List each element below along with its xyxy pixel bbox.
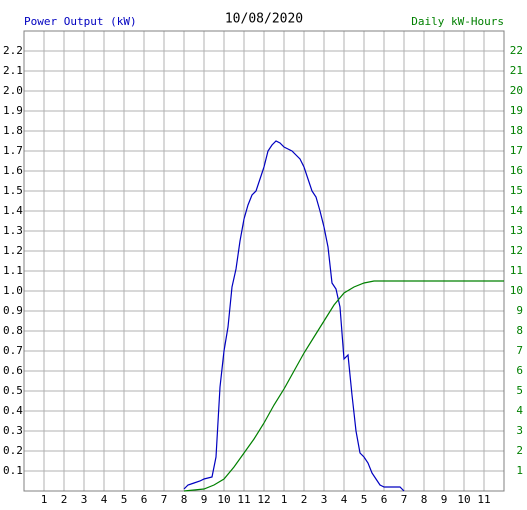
y2-tick-label: 9 [516, 304, 523, 317]
chart-title: 10/08/2020 [225, 12, 303, 27]
x-tick-label: 5 [121, 493, 128, 506]
y-tick-label: 0.1 [3, 464, 23, 477]
x-tick-label: 12 [257, 493, 270, 506]
y2-tick-label: 17 [510, 144, 523, 157]
y-tick-label: 0.6 [3, 364, 23, 377]
x-tick-label: 4 [341, 493, 348, 506]
x-tick-label: 9 [201, 493, 208, 506]
x-tick-label: 2 [61, 493, 68, 506]
y-tick-label: 1.9 [3, 104, 23, 117]
y2-tick-label: 10 [510, 284, 523, 297]
plot-border [23, 30, 505, 492]
x-tick-label: 1 [281, 493, 288, 506]
y2-tick-label: 3 [516, 424, 523, 437]
y-tick-label: 2.0 [3, 84, 23, 97]
y-tick-label: 1.5 [3, 184, 23, 197]
x-tick-label: 7 [401, 493, 408, 506]
x-tick-label: 11 [477, 493, 490, 506]
x-tick-label: 10 [457, 493, 470, 506]
y-tick-label: 1.3 [3, 224, 23, 237]
y2-tick-label: 16 [510, 164, 523, 177]
y2-tick-label: 20 [510, 84, 523, 97]
x-tick-label: 3 [81, 493, 88, 506]
x-tick-label: 4 [101, 493, 108, 506]
y-tick-label: 2.1 [3, 64, 23, 77]
y-tick-label: 2.2 [3, 44, 23, 57]
x-tick-label: 3 [321, 493, 328, 506]
y-tick-label: 1.1 [3, 264, 23, 277]
y-tick-label: 1.0 [3, 284, 23, 297]
x-tick-label: 2 [301, 493, 308, 506]
y2-tick-label: 12 [510, 244, 523, 257]
y2-tick-label: 1 [516, 464, 523, 477]
y2-tick-label: 2 [516, 444, 523, 457]
y-tick-label: 1.7 [3, 144, 23, 157]
y2-tick-label: 19 [510, 104, 523, 117]
y2-tick-label: 7 [516, 344, 523, 357]
x-tick-label: 6 [141, 493, 148, 506]
x-tick-label: 6 [381, 493, 388, 506]
x-tick-label: 1 [41, 493, 48, 506]
y-tick-label: 1.6 [3, 164, 23, 177]
x-tick-label: 11 [237, 493, 250, 506]
series-line [183, 280, 504, 492]
y2-tick-label: 5 [516, 384, 523, 397]
y-tick-label: 1.8 [3, 124, 23, 137]
x-tick-label: 8 [421, 493, 428, 506]
y2-tick-label: 22 [510, 44, 523, 57]
y-tick-label: 0.8 [3, 324, 23, 337]
x-tick-label: 5 [361, 493, 368, 506]
y-tick-label: 0.5 [3, 384, 23, 397]
y2-tick-label: 13 [510, 224, 523, 237]
y-tick-label: 0.7 [3, 344, 23, 357]
y2-tick-label: 21 [510, 64, 523, 77]
x-tick-label: 10 [217, 493, 230, 506]
x-tick-label: 9 [441, 493, 448, 506]
y2-tick-label: 4 [516, 404, 523, 417]
y-tick-label: 0.4 [3, 404, 23, 417]
y2-axis-label: Daily kW-Hours [411, 15, 504, 28]
y-axis-label: Power Output (kW) [24, 15, 137, 28]
x-tick-label: 8 [181, 493, 188, 506]
series-line [183, 140, 405, 492]
y-tick-label: 0.9 [3, 304, 23, 317]
x-tick-label: 7 [161, 493, 168, 506]
y-tick-label: 0.3 [3, 424, 23, 437]
y2-tick-label: 6 [516, 364, 523, 377]
y2-tick-label: 11 [510, 264, 523, 277]
y2-tick-label: 15 [510, 184, 523, 197]
y-tick-label: 1.4 [3, 204, 23, 217]
y-tick-label: 0.2 [3, 444, 23, 457]
y-tick-label: 1.2 [3, 244, 23, 257]
y2-tick-label: 18 [510, 124, 523, 137]
y2-tick-label: 14 [510, 204, 524, 217]
y2-tick-label: 8 [516, 324, 523, 337]
